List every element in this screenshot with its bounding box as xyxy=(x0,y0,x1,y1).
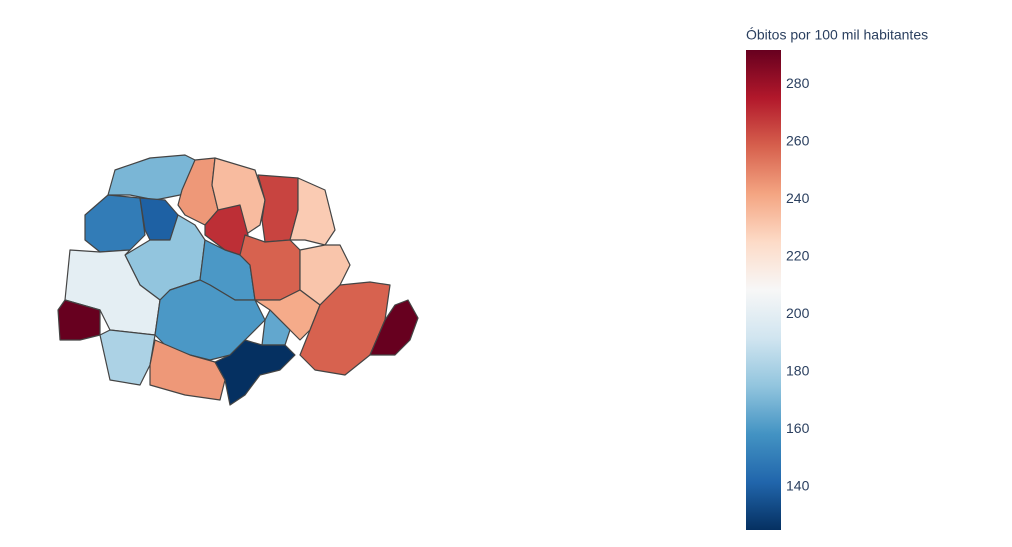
region xyxy=(369,299,419,356)
colorbar-tick-label: 260 xyxy=(786,133,810,149)
colorbar-title: Óbitos por 100 mil habitantes xyxy=(746,27,928,43)
colorbar-tick-label: 140 xyxy=(786,478,810,494)
map xyxy=(57,154,419,406)
region xyxy=(84,194,146,253)
colorbar-tick-label: 160 xyxy=(786,420,810,436)
colorbar-tick-label: 240 xyxy=(786,190,810,206)
colorbar-tick-label: 180 xyxy=(786,363,810,379)
colorbar-tick-label: 280 xyxy=(786,75,810,91)
colorbar xyxy=(746,50,781,530)
region xyxy=(64,249,161,336)
colorbar-tick-label: 200 xyxy=(786,305,810,321)
region xyxy=(261,309,291,346)
colorbar-tick-label: 220 xyxy=(786,248,810,264)
region xyxy=(214,339,296,406)
region xyxy=(289,177,336,246)
region xyxy=(99,329,156,386)
